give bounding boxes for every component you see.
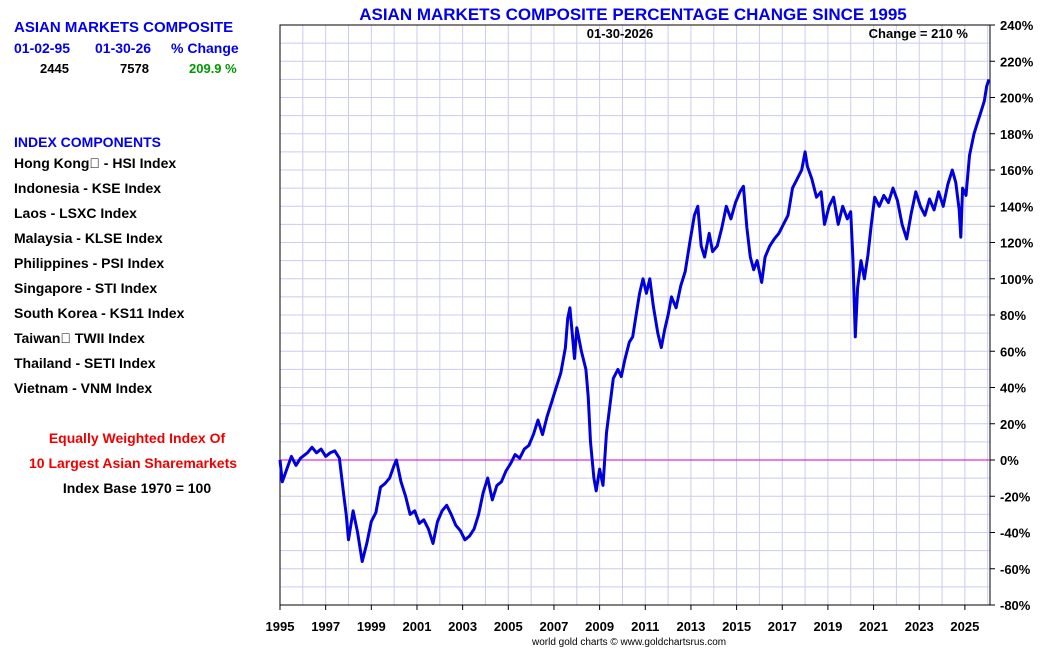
- x-tick-label: 2023: [905, 619, 934, 634]
- y-tick-label: 180%: [1000, 127, 1034, 142]
- y-tick-label: 240%: [1000, 18, 1034, 33]
- note-equally-weighted: Equally Weighted Index Of: [48, 430, 226, 446]
- y-tick-label: 60%: [1000, 344, 1026, 359]
- note-index-base: Index Base 1970 = 100: [62, 480, 212, 496]
- y-tick-label: 80%: [1000, 308, 1026, 323]
- percent-change-value: 209.9 %: [189, 61, 237, 76]
- x-tick-label: 2001: [403, 619, 432, 634]
- x-axis: 1995 1997 1999 2001 2003 2005 2007 2009 2011 2013…: [266, 605, 979, 634]
- series-line-composite: [278, 78, 991, 563]
- y-tick-label: 40%: [1000, 381, 1026, 396]
- x-tick-label: 2013: [676, 619, 705, 634]
- y-tick-label: 160%: [1000, 163, 1034, 178]
- y-tick-label: 0%: [1000, 453, 1019, 468]
- y-tick-label: 140%: [1000, 199, 1034, 214]
- y-tick-label: -40%: [1000, 526, 1031, 541]
- start-date-label: 01-02-95: [14, 40, 71, 56]
- component-item: South Korea - KS11 Index: [14, 305, 185, 321]
- x-tick-label: 2005: [494, 619, 523, 634]
- components-heading: INDEX COMPONENTS: [14, 134, 162, 150]
- chart-change-label: Change = 210 %: [869, 26, 969, 41]
- component-item: Thailand - SETI Index: [14, 355, 156, 371]
- percent-change-label: % Change: [171, 40, 239, 56]
- chart-date-label: 01-30-2026: [587, 26, 654, 41]
- grid: [279, 24, 990, 606]
- x-tick-label: 1997: [311, 619, 340, 634]
- y-tick-label: 100%: [1000, 272, 1034, 287]
- component-item: Indonesia - KSE Index: [14, 180, 162, 196]
- y-tick-label: -60%: [1000, 562, 1031, 577]
- x-tick-label: 2009: [585, 619, 614, 634]
- x-tick-label: 2021: [859, 619, 888, 634]
- y-tick-label: 200%: [1000, 91, 1034, 106]
- x-tick-label: 2017: [768, 619, 797, 634]
- component-item: Laos - LSXC Index: [14, 205, 137, 221]
- start-value: 2445: [40, 61, 69, 76]
- y-tick-label: 120%: [1000, 236, 1034, 251]
- y-tick-label: 20%: [1000, 417, 1026, 432]
- end-date-label: 01-30-26: [95, 40, 152, 56]
- x-tick-label: 2011: [631, 619, 659, 634]
- composite-title: ASIAN MARKETS COMPOSITE: [14, 19, 234, 36]
- y-axis: 240% 220% 200% 180% 160% 140% 120% 100% 80% 60% 40…: [990, 18, 1034, 613]
- note-largest-markets: 10 Largest Asian Sharemarkets: [28, 455, 238, 471]
- x-tick-label: 2003: [448, 619, 477, 634]
- footer-credit: world gold charts © www.goldchartsrus.co…: [532, 637, 727, 648]
- end-value: 7578: [120, 61, 149, 76]
- x-tick-label: 2007: [539, 619, 568, 634]
- component-item: Taiwan  TWII Index: [14, 330, 145, 346]
- component-item: Singapore - STI Index: [14, 280, 158, 296]
- x-tick-label: 1999: [357, 619, 386, 634]
- y-tick-label: -20%: [1000, 489, 1031, 504]
- component-item: Hong Kong  - HSI Index: [14, 155, 177, 171]
- component-item: Vietnam - VNM Index: [14, 380, 153, 396]
- x-tick-label: 1995: [266, 619, 295, 634]
- y-tick-label: 220%: [1000, 54, 1034, 69]
- component-item: Malaysia - KLSE Index: [14, 230, 163, 246]
- chart-title: ASIAN MARKETS COMPOSITE PERCENTAGE CHANG…: [359, 5, 907, 24]
- y-tick-label: -80%: [1000, 598, 1031, 613]
- x-tick-label: 2019: [813, 619, 842, 634]
- component-item: Philippines - PSI Index: [14, 255, 165, 271]
- x-tick-label: 2015: [722, 619, 751, 634]
- x-tick-label: 2025: [950, 619, 979, 634]
